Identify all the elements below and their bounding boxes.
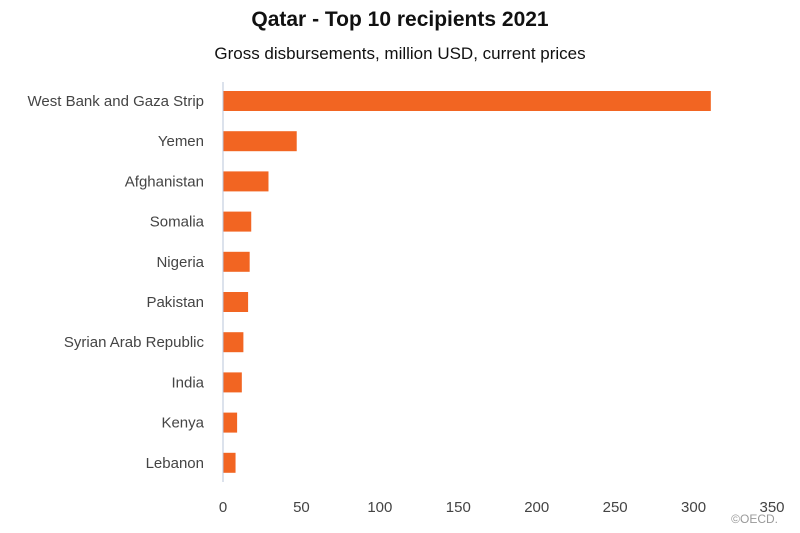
category-label: Yemen xyxy=(158,133,204,150)
bar xyxy=(223,131,297,152)
chart-title: Qatar - Top 10 recipients 2021 xyxy=(251,8,549,31)
category-label: Lebanon xyxy=(146,455,204,472)
x-tick-label: 100 xyxy=(367,499,392,516)
x-tick-label: 50 xyxy=(293,499,310,516)
chart-subtitle: Gross disbursements, million USD, curren… xyxy=(214,44,586,63)
x-tick-label: 150 xyxy=(446,499,471,516)
oecd-credit: ©OECD. xyxy=(731,512,778,526)
category-label: West Bank and Gaza Strip xyxy=(28,93,204,110)
bar xyxy=(223,412,238,433)
x-tick-label: 300 xyxy=(681,499,706,516)
category-label: Kenya xyxy=(161,415,204,432)
category-label: Nigeria xyxy=(156,254,204,271)
x-tick-label: 0 xyxy=(219,499,227,516)
bar xyxy=(223,372,242,393)
x-tick-label: 350 xyxy=(759,499,784,516)
x-tick-label: 200 xyxy=(524,499,549,516)
bar xyxy=(223,171,269,192)
category-label: Somalia xyxy=(150,214,205,231)
bar xyxy=(223,251,250,272)
category-label: Pakistan xyxy=(146,294,204,311)
x-tick-label: 250 xyxy=(603,499,628,516)
bar xyxy=(223,452,236,473)
bar xyxy=(223,332,244,353)
category-labels: West Bank and Gaza Strip Yemen Afghanistan… xyxy=(28,93,205,472)
category-label: India xyxy=(171,374,204,391)
bars xyxy=(223,91,711,473)
category-label: Afghanistan xyxy=(125,173,204,190)
bar xyxy=(223,91,711,111)
x-tick-labels: 0 50 100 150 200 250 300 350 xyxy=(219,499,785,516)
bar xyxy=(223,292,249,312)
category-label: Syrian Arab Republic xyxy=(64,334,205,351)
bar xyxy=(223,211,252,232)
